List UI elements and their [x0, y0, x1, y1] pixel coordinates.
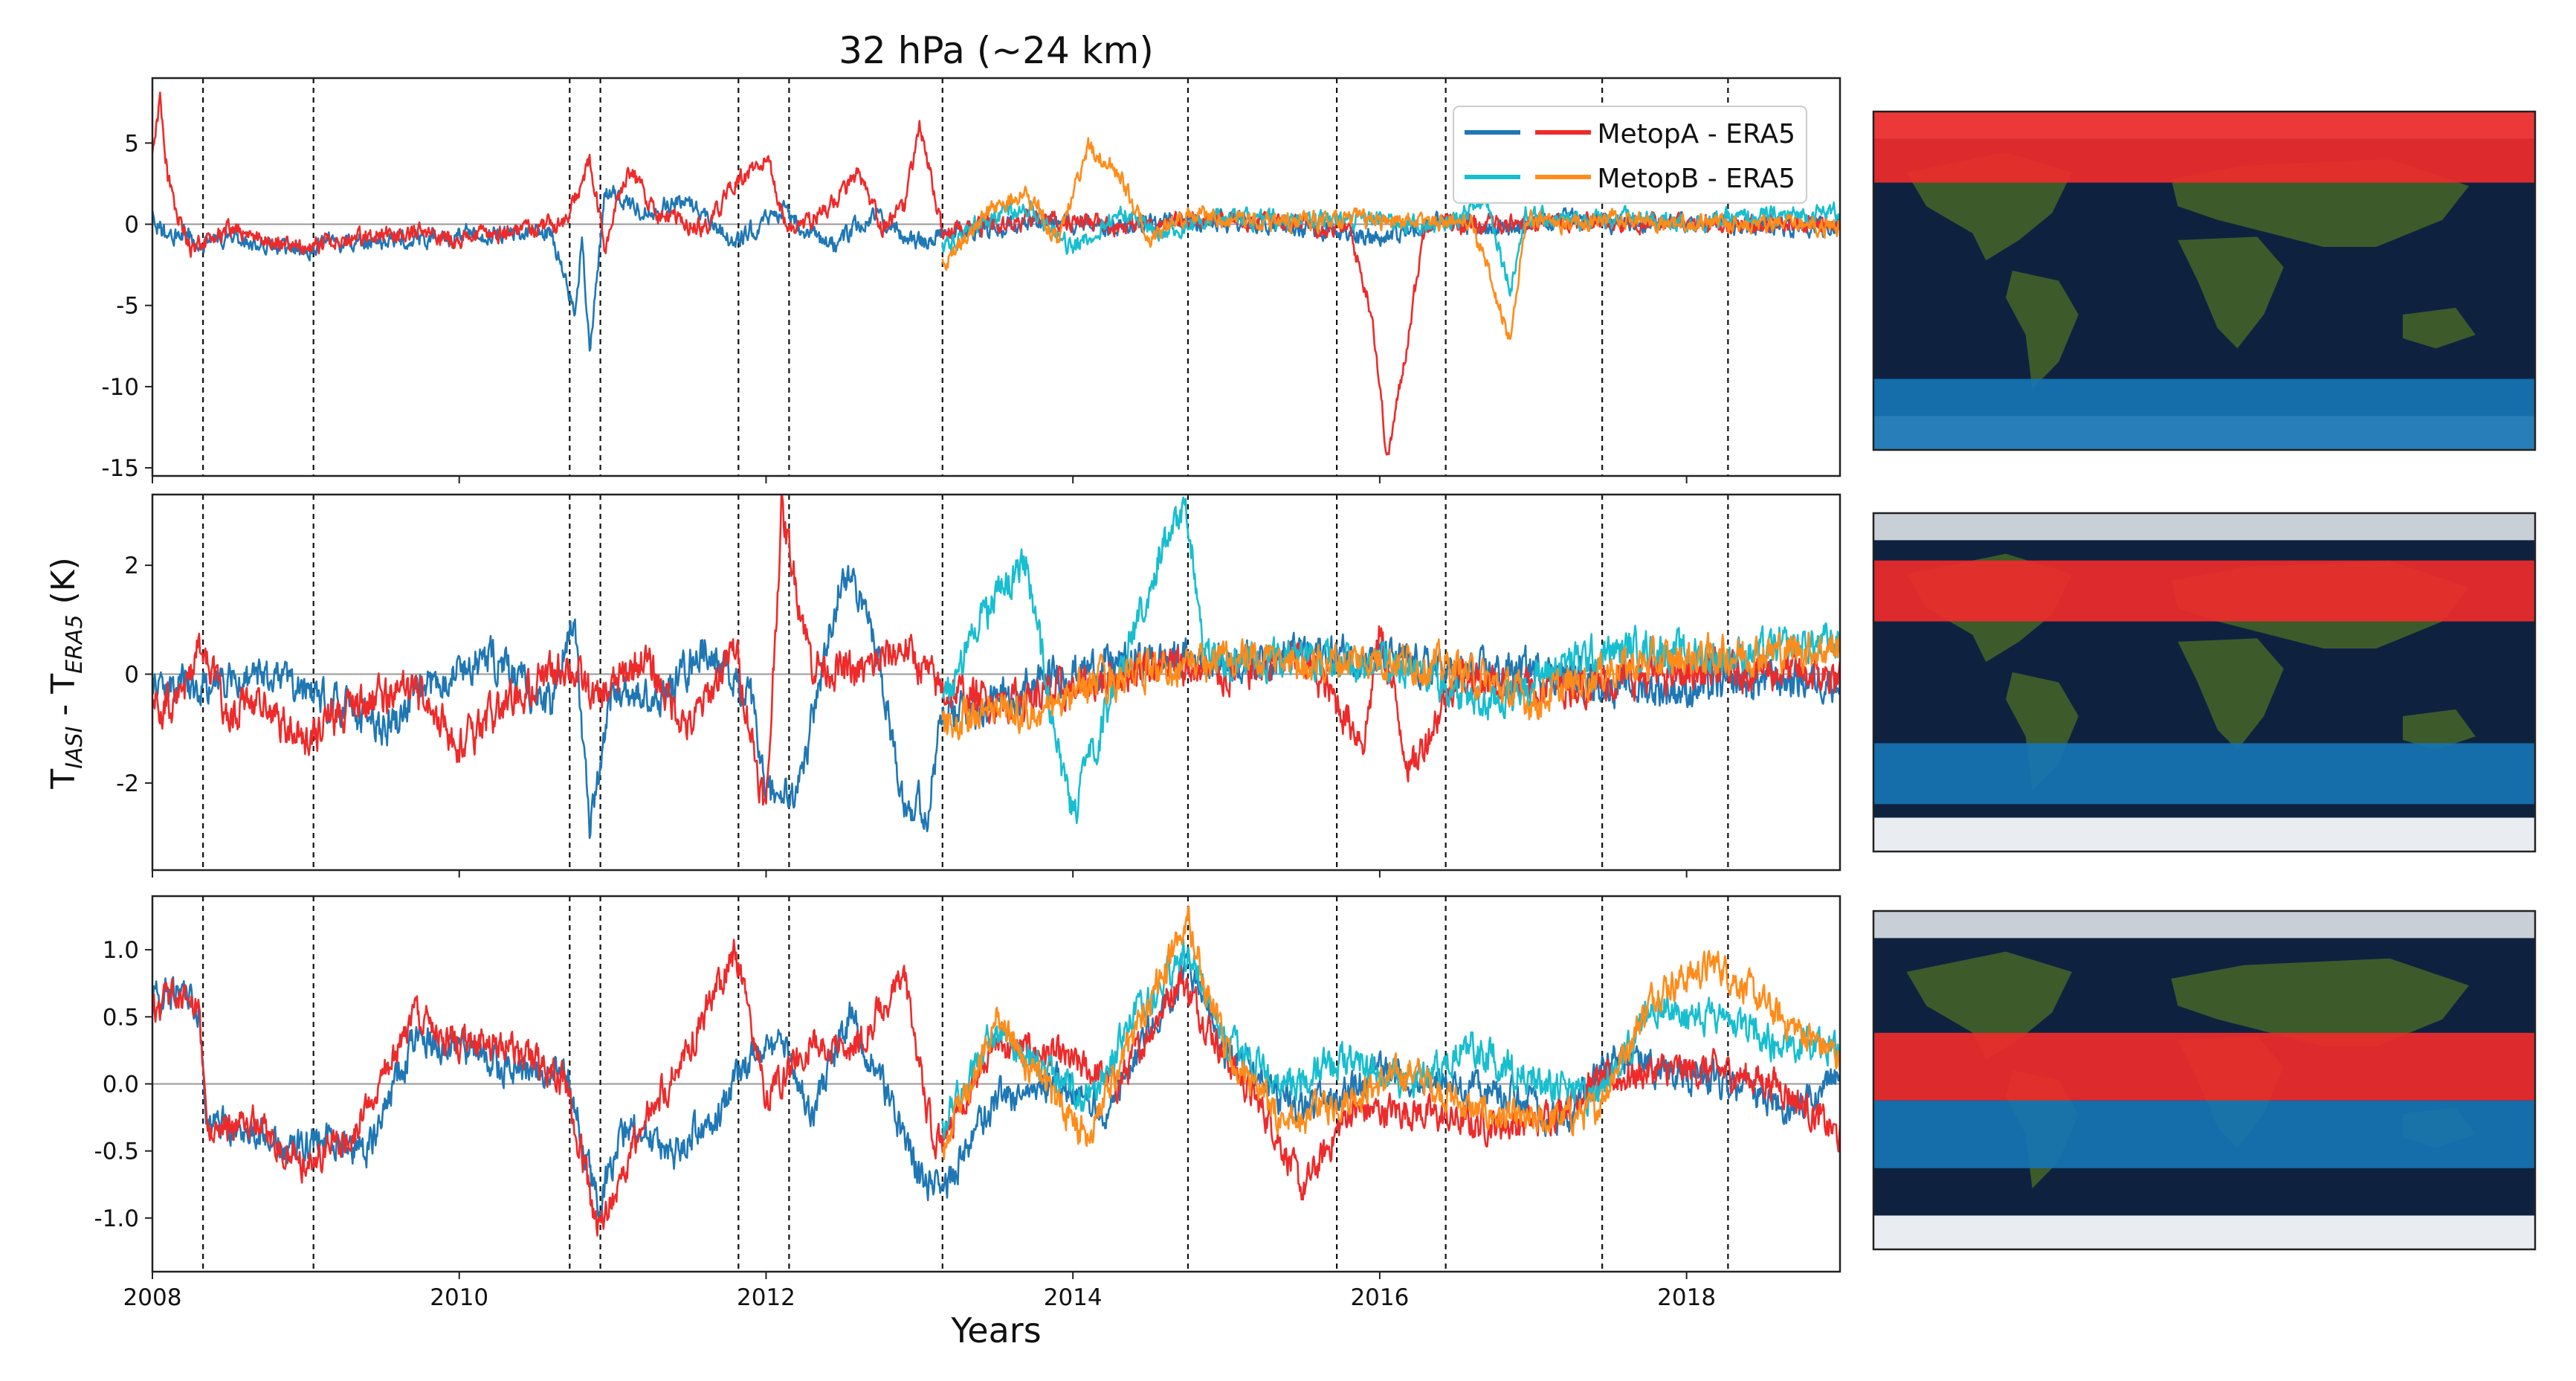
axes-frame — [151, 77, 1841, 477]
map-land — [2006, 672, 2079, 791]
map-arctic-ice — [1873, 911, 2535, 939]
map-band-red — [1873, 560, 2535, 622]
y-tick-label: -10 — [101, 374, 139, 401]
map-land — [2006, 270, 2079, 390]
y-tick-label: 5 — [124, 130, 139, 157]
map-land — [1906, 951, 2072, 1060]
x-tick-label: 2014 — [1044, 1284, 1103, 1311]
legend-label-metopb: MetopB - ERA5 — [1597, 164, 1795, 194]
world-map-2 — [1872, 512, 2537, 853]
y-tick-label: 2 — [124, 553, 139, 579]
y-tick-label: 0.0 — [103, 1072, 139, 1098]
y-tick-label: 0 — [124, 212, 139, 239]
series-metopb-cyan — [941, 938, 1840, 1139]
world-map-3 — [1872, 910, 2537, 1251]
map-antarctic-ice — [1873, 817, 2535, 852]
y-tick-label: -15 — [101, 455, 139, 482]
y-tick-label: -2 — [116, 770, 139, 797]
panel-2: -2 0 2 — [116, 493, 1841, 878]
y-label-unit: (K) — [45, 557, 83, 614]
map-panels — [1872, 110, 2537, 1251]
x-axis-label: Years — [950, 1310, 1041, 1351]
x-tick-label: 2012 — [737, 1284, 795, 1311]
map-land — [2171, 958, 2469, 1046]
map-land — [2403, 709, 2476, 750]
x-tick-label: 2010 — [430, 1284, 488, 1311]
map-band-blue — [1873, 379, 2535, 450]
y-tick-label: -1.0 — [94, 1205, 140, 1232]
map-antarctic-ice — [1873, 1215, 2535, 1249]
map-band-red — [1873, 1032, 2535, 1101]
series-metopa-red — [152, 939, 1840, 1237]
y-tick-label: 0.5 — [103, 1004, 139, 1031]
y-tick-label: 0 — [124, 662, 139, 689]
x-tick-label: 2008 — [123, 1284, 182, 1311]
y-tick-label: -5 — [116, 293, 139, 320]
series-metopb-orange — [941, 631, 1840, 741]
legend-label-metopa: MetopA - ERA5 — [1597, 119, 1795, 149]
series-group — [152, 495, 1840, 840]
series-group — [152, 905, 1840, 1237]
series-metopa-red — [152, 495, 1840, 806]
series-metopb-orange — [941, 137, 1840, 341]
legend: MetopA - ERA5 MetopB - ERA5 — [1453, 106, 1807, 204]
y-label-sub2: ERA5 — [62, 614, 88, 673]
map-frame — [1872, 110, 2537, 451]
map-band-red — [1873, 112, 2535, 183]
map-band-blue — [1873, 1100, 2535, 1168]
axes-frame — [151, 493, 1841, 872]
x-tick-label: 2018 — [1657, 1284, 1716, 1311]
world-map-1 — [1872, 110, 2537, 451]
map-arctic-ice — [1873, 513, 2535, 541]
map-frame — [1872, 910, 2537, 1251]
x-tick-label: 2016 — [1350, 1284, 1409, 1311]
map-frame — [1872, 512, 2537, 853]
chart-title: 32 hPa (~24 km) — [839, 29, 1154, 72]
panel-3: -1.0 -0.5 0.0 0.5 1.0 2008 2010 2012 2014 2016 201… — [94, 895, 1841, 1311]
y-axis-label: TIASI - TERA5 (K) — [45, 557, 88, 789]
map-land — [2178, 638, 2284, 750]
series-group — [152, 91, 1840, 456]
map-land — [2178, 236, 2284, 349]
y-label-mid: - T — [45, 674, 83, 727]
y-tick-label: 1.0 — [103, 937, 139, 964]
panel-1: -15 -10 -5 0 5 — [101, 77, 1841, 483]
map-band-blue — [1873, 743, 2535, 805]
y-label-main: T — [45, 769, 83, 790]
plot-panels: -15 -10 -5 0 5 -2 0 2 -1.0 -0.5 0.0 0.5 1.0 2008 2010 2… — [94, 77, 1841, 1311]
y-tick-label: -0.5 — [94, 1139, 140, 1165]
y-label-sub1: IASI — [62, 726, 88, 768]
series-metopb-orange — [941, 905, 1840, 1160]
map-land — [2403, 307, 2476, 349]
series-metopb-cyan — [941, 196, 1840, 297]
